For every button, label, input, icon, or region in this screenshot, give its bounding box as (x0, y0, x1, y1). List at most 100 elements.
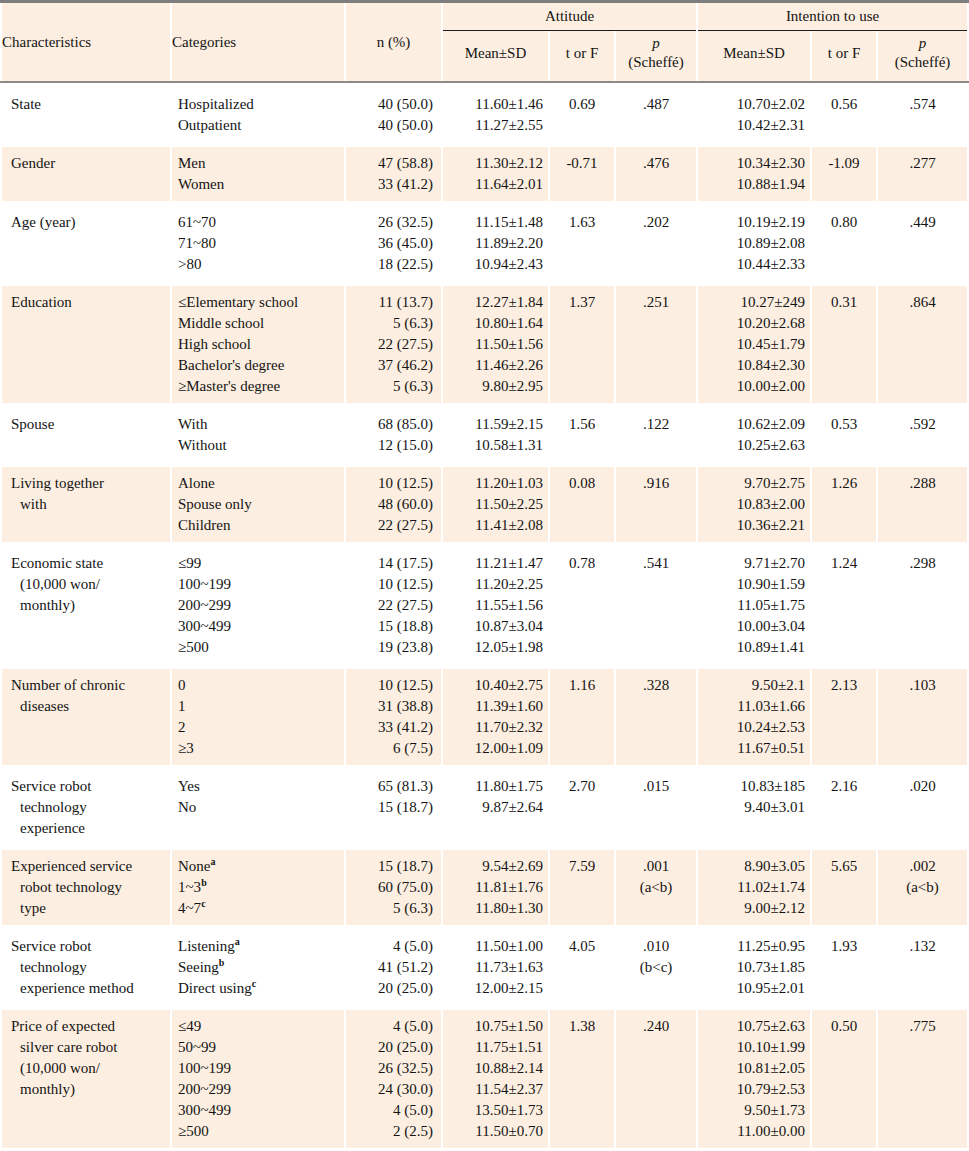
intention-p-cell: .132 (878, 930, 967, 1005)
characteristic-cell: Price of expectedsilver care robot(10,00… (2, 1010, 170, 1148)
table-row: Number of chronicdiseases012≥310 (12.5)3… (2, 669, 967, 765)
category-cell: ≤4950~99100~199200~299300~499≥500 (172, 1010, 344, 1148)
attitude-mean-sd-cell: 10.75±1.5011.75±1.5110.88±2.1411.54±2.37… (443, 1010, 548, 1148)
category-cell: WithWithout (172, 408, 344, 462)
scheffe-group-superscript: c (201, 898, 205, 909)
n-pct-cell: 47 (58.8)33 (41.2) (346, 147, 441, 201)
intention-mean-sd-cell: 10.34±2.3010.88±1.94 (698, 147, 810, 201)
intention-mean-sd-cell: 10.27±24910.20±2.6810.45±1.7910.84±2.301… (698, 286, 810, 403)
intention-mean-sd-cell: 9.71±2.7010.90±1.5911.05±1.7510.00±3.041… (698, 547, 810, 664)
table-row: Age (year)61~7071~80>8026 (32.5)36 (45.0… (2, 206, 967, 281)
col-header-n-pct: n (%) (346, 3, 441, 81)
intention-p-cell: .277 (878, 147, 967, 201)
attitude-p-cell: .122 (616, 408, 696, 462)
n-pct-cell: 15 (18.7)60 (75.0)5 (6.3) (346, 850, 441, 925)
table-row: Service robottechnologyexperienceYesNo65… (2, 770, 967, 845)
category-cell: Nonea1~3b4~7c (172, 850, 344, 925)
p-label: p (616, 34, 696, 53)
table-row: Living togetherwithAloneSpouse onlyChild… (2, 467, 967, 542)
attitude-mean-sd-cell: 11.21±1.4711.20±2.2511.55±1.5610.87±3.04… (443, 547, 548, 664)
statistics-table: Characteristics Categories n (%) Attitud… (0, 0, 969, 1151)
intention-mean-sd-cell: 9.70±2.7510.83±2.0010.36±2.21 (698, 467, 810, 542)
intention-t-or-f-cell: 0.56 (812, 88, 876, 142)
attitude-mean-sd-cell: 12.27±1.8410.80±1.6411.50±1.5611.46±2.26… (443, 286, 548, 403)
scheffe-group-superscript: a (235, 936, 240, 947)
attitude-t-or-f-cell: 7.59 (550, 850, 614, 925)
attitude-t-or-f-cell: 0.69 (550, 88, 614, 142)
scheffe-label: (Scheffé) (878, 53, 967, 72)
attitude-p-cell: .015 (616, 770, 696, 845)
scheffe-group-superscript: c (252, 978, 256, 989)
intention-t-or-f-cell: -1.09 (812, 147, 876, 201)
attitude-p-cell: .487 (616, 88, 696, 142)
attitude-mean-sd-cell: 10.40±2.7511.39±1.6011.70±2.3212.00±1.09 (443, 669, 548, 765)
category-cell: ≤Elementary schoolMiddle schoolHigh scho… (172, 286, 344, 403)
table-body: StateHospitalizedOutpatient40 (50.0)40 (… (2, 88, 967, 1148)
characteristic-cell: Spouse (2, 408, 170, 462)
attitude-mean-sd-cell: 11.60±1.4611.27±2.55 (443, 88, 548, 142)
attitude-p-cell: .240 (616, 1010, 696, 1148)
characteristic-cell: Gender (2, 147, 170, 201)
attitude-t-or-f-cell: 4.05 (550, 930, 614, 1005)
col-header-attitude-p: p (Scheffé) (616, 31, 696, 81)
attitude-t-or-f-cell: 1.38 (550, 1010, 614, 1148)
attitude-t-or-f-cell: 1.37 (550, 286, 614, 403)
intention-p-cell: .574 (878, 88, 967, 142)
attitude-p-cell: .202 (616, 206, 696, 281)
attitude-mean-sd-cell: 11.15±1.4811.89±2.2010.94±2.43 (443, 206, 548, 281)
n-pct-cell: 10 (12.5)48 (60.0)22 (27.5) (346, 467, 441, 542)
n-pct-cell: 4 (5.0)41 (51.2)20 (25.0) (346, 930, 441, 1005)
characteristic-cell: Living togetherwith (2, 467, 170, 542)
attitude-mean-sd-cell: 11.50±1.0011.73±1.6312.00±2.15 (443, 930, 548, 1005)
attitude-mean-sd-cell: 11.20±1.0311.50±2.2511.41±2.08 (443, 467, 548, 542)
category-cell: ListeningaSeeingbDirect usingc (172, 930, 344, 1005)
attitude-mean-sd-cell: 11.59±2.1510.58±1.31 (443, 408, 548, 462)
col-header-attitude: Attitude (443, 3, 696, 31)
col-header-intention-t-or-f: t or F (812, 31, 876, 81)
intention-p-cell: .864 (878, 286, 967, 403)
n-pct-cell: 40 (50.0)40 (50.0) (346, 88, 441, 142)
category-cell: ≤99100~199200~299300~499≥500 (172, 547, 344, 664)
attitude-p-cell: .001(a<b) (616, 850, 696, 925)
scheffe-label: (Scheffé) (616, 53, 696, 72)
col-header-characteristics: Characteristics (2, 3, 170, 81)
intention-t-or-f-cell: 2.13 (812, 669, 876, 765)
col-header-categories: Categories (172, 3, 344, 81)
intention-t-or-f-cell: 1.93 (812, 930, 876, 1005)
intention-mean-sd-cell: 11.25±0.9510.73±1.8510.95±2.01 (698, 930, 810, 1005)
intention-mean-sd-cell: 8.90±3.0511.02±1.749.00±2.12 (698, 850, 810, 925)
table-row: GenderMenWomen47 (58.8)33 (41.2)11.30±2.… (2, 147, 967, 201)
category-cell: MenWomen (172, 147, 344, 201)
n-pct-cell: 10 (12.5)31 (38.8)33 (41.2)6 (7.5) (346, 669, 441, 765)
intention-p-cell: .020 (878, 770, 967, 845)
attitude-p-cell: .328 (616, 669, 696, 765)
n-pct-cell: 4 (5.0)20 (25.0)26 (32.5)24 (30.0)4 (5.0… (346, 1010, 441, 1148)
n-pct-cell: 65 (81.3)15 (18.7) (346, 770, 441, 845)
intention-mean-sd-cell: 10.75±2.6310.10±1.9910.81±2.0510.79±2.53… (698, 1010, 810, 1148)
characteristic-cell: Service robottechnologyexperience (2, 770, 170, 845)
intention-p-cell: .449 (878, 206, 967, 281)
attitude-t-or-f-cell: 2.70 (550, 770, 614, 845)
col-header-intention-p: p (Scheffé) (878, 31, 967, 81)
intention-mean-sd-cell: 10.70±2.0210.42±2.31 (698, 88, 810, 142)
col-header-attitude-t-or-f: t or F (550, 31, 614, 81)
characteristic-cell: Number of chronicdiseases (2, 669, 170, 765)
intention-t-or-f-cell: 2.16 (812, 770, 876, 845)
intention-t-or-f-cell: 1.26 (812, 467, 876, 542)
characteristic-cell: Age (year) (2, 206, 170, 281)
attitude-p-cell: .010(b<c) (616, 930, 696, 1005)
table-row: StateHospitalizedOutpatient40 (50.0)40 (… (2, 88, 967, 142)
attitude-t-or-f-cell: 0.78 (550, 547, 614, 664)
table-row: Service robottechnologyexperience method… (2, 930, 967, 1005)
intention-t-or-f-cell: 0.50 (812, 1010, 876, 1148)
intention-p-cell: .775 (878, 1010, 967, 1148)
intention-p-cell: .298 (878, 547, 967, 664)
characteristic-cell: Experienced servicerobot technologytype (2, 850, 170, 925)
table-row: SpouseWithWithout68 (85.0)12 (15.0)11.59… (2, 408, 967, 462)
attitude-t-or-f-cell: 1.16 (550, 669, 614, 765)
category-cell: YesNo (172, 770, 344, 845)
attitude-p-cell: .916 (616, 467, 696, 542)
table-row: Experienced servicerobot technologytypeN… (2, 850, 967, 925)
table-row: Price of expectedsilver care robot(10,00… (2, 1010, 967, 1148)
attitude-p-cell: .541 (616, 547, 696, 664)
